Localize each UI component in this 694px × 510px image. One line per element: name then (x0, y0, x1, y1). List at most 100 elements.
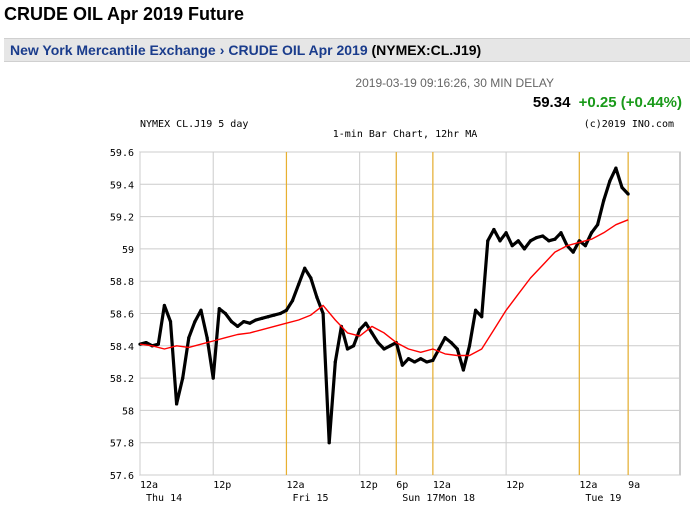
price-point (266, 315, 270, 319)
y-tick-label: 57.6 (110, 471, 134, 482)
x-day-label: Fri 15 (292, 493, 328, 504)
price-point (589, 231, 594, 235)
price-point (437, 347, 441, 351)
price-point (486, 239, 490, 243)
price-point (528, 239, 533, 243)
price-point (175, 402, 179, 406)
breadcrumb-exchange-link[interactable]: New York Mercantile Exchange (10, 42, 216, 58)
price-point (455, 347, 459, 351)
price-point (498, 239, 502, 243)
price-point (278, 311, 282, 316)
chart-header-center: 1-min Bar Chart, 12hr MA (333, 129, 478, 140)
x-tick-label: 12a (286, 480, 304, 491)
x-day-label: Thu 14 (146, 493, 182, 504)
price-point (461, 368, 465, 372)
price-point (467, 344, 472, 348)
price-point (376, 340, 380, 345)
price-point (309, 276, 313, 280)
y-tick-label: 59.4 (110, 180, 134, 191)
price-point (510, 244, 514, 248)
page-title: CRUDE OIL Apr 2019 Future (4, 4, 245, 24)
price-point (333, 360, 337, 364)
price-point (388, 344, 392, 348)
y-tick-label: 58 (122, 406, 134, 417)
price-point (351, 344, 356, 348)
price-point (211, 376, 215, 380)
price-point (315, 295, 319, 299)
price-point (321, 311, 325, 316)
price-point (272, 313, 276, 317)
breadcrumb-symbol: (NYMEX:CL.J19) (371, 42, 482, 58)
price-point (199, 308, 203, 312)
price-point (400, 363, 404, 367)
price-point (187, 336, 191, 340)
x-day-label: Sun 17 (402, 493, 438, 504)
price-point (205, 336, 209, 340)
price-point (254, 318, 258, 322)
price-point (248, 321, 252, 325)
price-point (382, 347, 386, 351)
price-point (162, 303, 167, 308)
breadcrumb-separator: › (219, 42, 225, 58)
price-point (449, 340, 453, 345)
price-point (297, 282, 301, 287)
price-point (229, 319, 234, 324)
price-point (412, 360, 417, 364)
price-point (547, 239, 551, 243)
price-point (144, 340, 148, 345)
x-tick-label: 6p (396, 480, 408, 491)
price-point (345, 347, 350, 351)
price-point (626, 192, 630, 196)
price-point (620, 185, 624, 190)
price-point (553, 237, 557, 241)
price-point (364, 321, 368, 325)
x-tick-label: 12a (433, 480, 451, 491)
moving-average-line (139, 219, 629, 357)
price-point (217, 307, 221, 311)
quote-summary: 59.34 +0.25 (+0.44%) (533, 94, 682, 111)
chart-header-left: NYMEX CL.J19 5 day (140, 119, 248, 130)
y-tick-label: 59.6 (110, 148, 134, 159)
price-point (425, 360, 429, 364)
price-point (541, 234, 545, 238)
x-tick-label: 12p (360, 480, 378, 491)
price-point (522, 247, 527, 251)
price-point (559, 231, 563, 235)
price-chart-svg: NYMEX CL.J19 5 day 1-min Bar Chart, 12hr… (110, 119, 681, 504)
price-point (242, 319, 246, 324)
y-tick-label: 58.2 (110, 374, 134, 385)
x-tick-label: 12p (506, 480, 524, 491)
y-tick-label: 59 (122, 245, 134, 256)
price-point (284, 308, 289, 312)
price-point (303, 266, 307, 270)
price-point (608, 179, 612, 183)
quote-change: +0.25 (+0.44%) (578, 94, 682, 111)
breadcrumb-contract-link[interactable]: CRUDE OIL Apr 2019 (228, 42, 368, 58)
price-point (516, 239, 520, 243)
y-tick-label: 58.8 (110, 277, 134, 288)
price-point (492, 227, 496, 232)
price-point (535, 235, 539, 240)
x-tick-label: 12a (140, 480, 158, 491)
price-point (236, 324, 240, 329)
price-point (602, 198, 606, 203)
price-point (290, 298, 295, 303)
price-point (156, 342, 160, 346)
price-point (419, 357, 423, 361)
chart-header-right: (c)2019 INO.com (584, 119, 674, 130)
breadcrumb: New York Mercantile Exchange › CRUDE OIL A… (4, 38, 690, 62)
price-point (504, 231, 508, 235)
price-point (223, 311, 228, 316)
price-point (168, 319, 173, 324)
y-tick-label: 57.8 (110, 439, 134, 450)
price-point (193, 319, 197, 324)
price-point (443, 336, 447, 340)
price-point (480, 315, 484, 319)
price-point (583, 244, 588, 248)
x-day-label: Tue 19 (585, 493, 621, 504)
price-chart: NYMEX CL.J19 5 day 1-min Bar Chart, 12hr… (0, 112, 694, 505)
x-day-label: Mon 18 (439, 493, 475, 504)
price-point (370, 331, 374, 335)
price-point (431, 358, 435, 362)
y-tick-label: 58.4 (110, 342, 134, 353)
